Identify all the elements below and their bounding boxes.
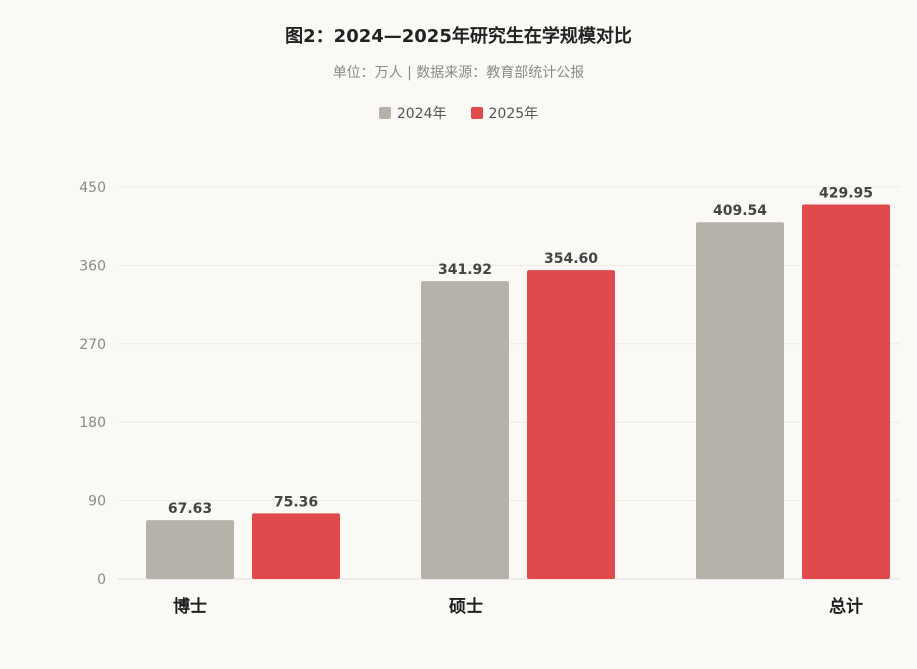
bar-博士-2024年[interactable] bbox=[146, 520, 234, 579]
bars bbox=[146, 204, 890, 580]
data-labels: 67.63 75.36 341.92 354.60 409.54 429.95 bbox=[168, 185, 873, 517]
bar-总计-2025年[interactable] bbox=[802, 204, 890, 580]
bar-博士-2025年[interactable] bbox=[252, 513, 340, 579]
data-label: 354.60 bbox=[544, 251, 598, 267]
y-tick-label: 90 bbox=[88, 494, 106, 510]
bar-总计-2024年[interactable] bbox=[696, 222, 784, 579]
x-category-label: 博士 bbox=[173, 596, 207, 617]
legend-label-2024: 2024年 bbox=[396, 106, 447, 122]
x-category-label: 总计 bbox=[829, 596, 863, 617]
data-label: 409.54 bbox=[713, 203, 767, 219]
y-tick-label: 180 bbox=[79, 415, 106, 431]
bar-硕士-2025年[interactable] bbox=[527, 270, 615, 579]
y-tick-label: 360 bbox=[79, 258, 106, 274]
data-label: 75.36 bbox=[274, 494, 318, 510]
legend: 2024年 2025年 bbox=[0, 103, 917, 123]
y-tick-label: 450 bbox=[79, 180, 106, 196]
legend-item-2024[interactable]: 2024年 bbox=[378, 103, 447, 123]
legend-swatch-2025 bbox=[470, 107, 483, 119]
x-category-label: 硕士 bbox=[449, 596, 483, 617]
y-tick-label: 0 bbox=[97, 572, 106, 588]
legend-swatch-2024 bbox=[378, 107, 391, 119]
y-axis: 0 90 180 270 360 450 bbox=[79, 180, 106, 588]
chart-title: 图2：2024—2025年研究生在学规模对比 bbox=[285, 26, 632, 47]
chart-subtitle: 单位：万人 | 数据来源：教育部统计公报 bbox=[332, 65, 585, 81]
data-label: 67.63 bbox=[168, 501, 212, 517]
bar-硕士-2024年[interactable] bbox=[421, 281, 509, 579]
x-axis: 博士 硕士 总计 bbox=[173, 596, 863, 617]
data-label: 341.92 bbox=[438, 262, 492, 278]
y-tick-label: 270 bbox=[79, 337, 106, 353]
legend-item-2025[interactable]: 2025年 bbox=[470, 103, 539, 123]
data-label: 429.95 bbox=[819, 185, 873, 201]
legend-label-2025: 2025年 bbox=[488, 106, 539, 122]
